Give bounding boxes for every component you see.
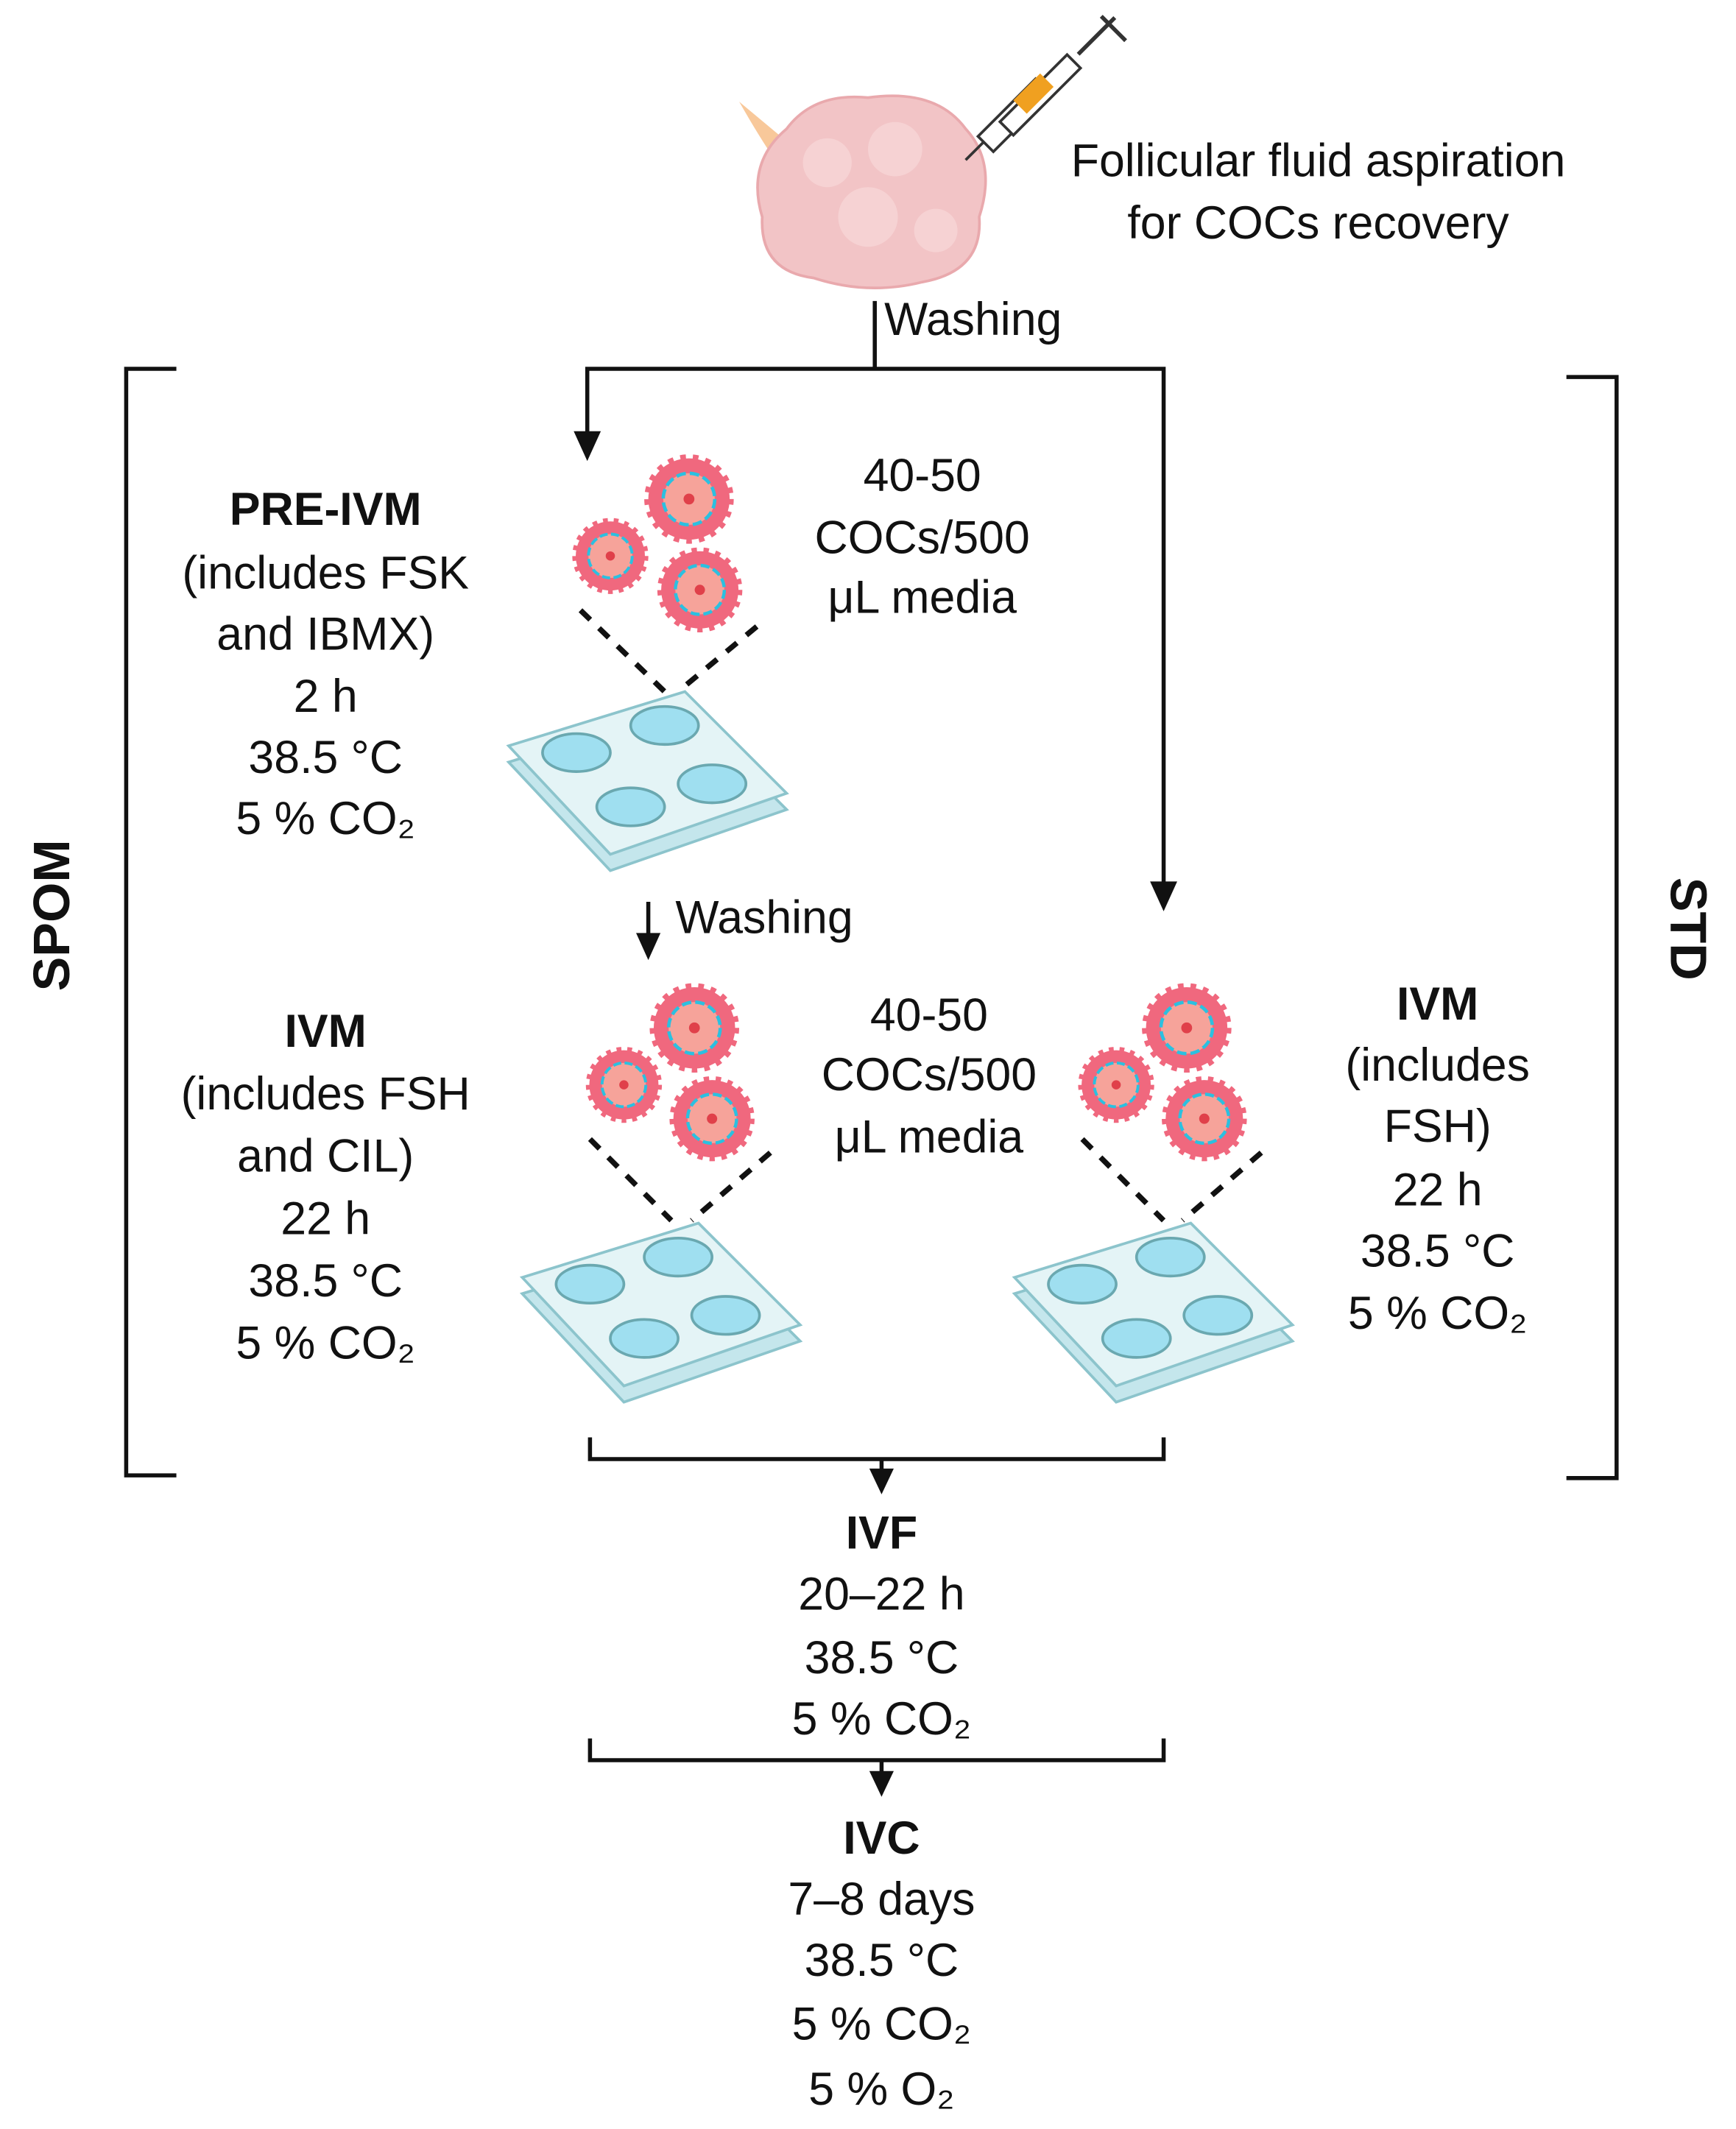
ivm-spom-line: 38.5 °C bbox=[248, 1255, 403, 1307]
density-line: COCs/500 bbox=[815, 512, 1030, 564]
ivf-text: IVF 20–22 h 38.5 °C 5 % CO₂ bbox=[792, 1508, 971, 1745]
culture-plate-icon bbox=[1013, 1221, 1294, 1404]
cocs-cluster-3 bbox=[1082, 987, 1243, 1157]
cocs-cluster-1 bbox=[576, 459, 738, 629]
merge-connector bbox=[588, 1437, 1166, 1461]
ivc-connector bbox=[588, 1738, 1166, 1762]
ivc-line: 5 % O₂ bbox=[808, 2063, 954, 2115]
zoom-lines bbox=[588, 1137, 772, 1223]
pre-ivm-line: 5 % CO₂ bbox=[236, 793, 415, 844]
pre-ivm-text: PRE-IVM (includes FSK and IBMX) 2 h 38.5… bbox=[182, 484, 469, 844]
ivm-spom-line: and CIL) bbox=[237, 1131, 414, 1182]
ivf-line: 5 % CO₂ bbox=[792, 1693, 971, 1745]
ivf-title: IVF bbox=[846, 1508, 917, 1559]
density-line: COCs/500 bbox=[822, 1049, 1037, 1101]
ivm-spom-title: IVM bbox=[285, 1006, 367, 1057]
ovary-illustration bbox=[739, 94, 987, 289]
syringe-icon bbox=[964, 15, 1127, 161]
ivm-spom-line: 22 h bbox=[280, 1193, 370, 1244]
ivm-spom-text: IVM (includes FSH and CIL) 22 h 38.5 °C … bbox=[181, 1006, 470, 1369]
ivc-line: 38.5 °C bbox=[805, 1935, 959, 1986]
pre-ivm-title: PRE-IVM bbox=[230, 484, 422, 535]
density-line: μL media bbox=[828, 572, 1017, 624]
arrow-down-icon bbox=[636, 933, 661, 961]
washing-label-2: Washing bbox=[675, 892, 853, 943]
pre-ivm-line: and IBMX) bbox=[216, 608, 434, 660]
std-bracket bbox=[1566, 375, 1619, 1480]
ivm-std-title: IVM bbox=[1397, 978, 1478, 1030]
washing-label-1: Washing bbox=[884, 294, 1062, 345]
pre-ivm-line: 38.5 °C bbox=[248, 732, 403, 783]
zoom-lines bbox=[578, 608, 759, 694]
pre-ivm-line: 2 h bbox=[294, 671, 358, 722]
pre-ivm-line: (includes FSK bbox=[182, 547, 469, 599]
density-line: μL media bbox=[835, 1112, 1024, 1163]
ivm-std-line: (includes bbox=[1345, 1039, 1530, 1091]
std-group-label: STD bbox=[1659, 878, 1717, 981]
ivm-std-text: IVM (includes FSH) 22 h 38.5 °C 5 % CO₂ bbox=[1345, 978, 1530, 1339]
culture-plate-icon bbox=[507, 690, 788, 872]
density-line: 40-50 bbox=[864, 450, 981, 501]
spom-bracket bbox=[124, 367, 177, 1477]
culture-plate-icon bbox=[521, 1221, 802, 1404]
ivm-std-line: 38.5 °C bbox=[1361, 1225, 1515, 1277]
ivm-spom-density: 40-50 COCs/500 μL media bbox=[822, 989, 1037, 1163]
zoom-lines bbox=[1080, 1137, 1263, 1223]
ivf-line: 20–22 h bbox=[798, 1568, 964, 1620]
aspiration-label-line2: for COCs recovery bbox=[1127, 197, 1509, 249]
pre-ivm-density: 40-50 COCs/500 μL media bbox=[815, 450, 1030, 624]
ivc-title: IVC bbox=[843, 1812, 920, 1864]
ivc-line: 5 % CO₂ bbox=[792, 1998, 971, 2049]
ivc-line: 7–8 days bbox=[788, 1874, 975, 1925]
ivm-spom-line: (includes FSH bbox=[181, 1068, 470, 1120]
ivm-std-line: 5 % CO₂ bbox=[1348, 1288, 1528, 1339]
arrow-down-icon bbox=[869, 1770, 894, 1797]
split-connector bbox=[585, 367, 1166, 885]
ivm-std-line: 22 h bbox=[1393, 1165, 1483, 1216]
arrow-down-icon bbox=[1150, 881, 1177, 911]
ivf-line: 38.5 °C bbox=[805, 1632, 959, 1684]
arrow-down-icon bbox=[869, 1468, 894, 1494]
spom-group-label: SPOM bbox=[23, 839, 80, 991]
ivm-std-line: FSH) bbox=[1384, 1101, 1492, 1152]
density-line: 40-50 bbox=[870, 989, 988, 1041]
ivm-spom-line: 5 % CO₂ bbox=[236, 1318, 415, 1369]
arrow-down-icon bbox=[574, 431, 601, 462]
cocs-cluster-2 bbox=[589, 987, 750, 1157]
aspiration-label-line1: Follicular fluid aspiration bbox=[1071, 135, 1566, 186]
ivc-text: IVC 7–8 days 38.5 °C 5 % CO₂ 5 % O₂ bbox=[788, 1812, 975, 2115]
